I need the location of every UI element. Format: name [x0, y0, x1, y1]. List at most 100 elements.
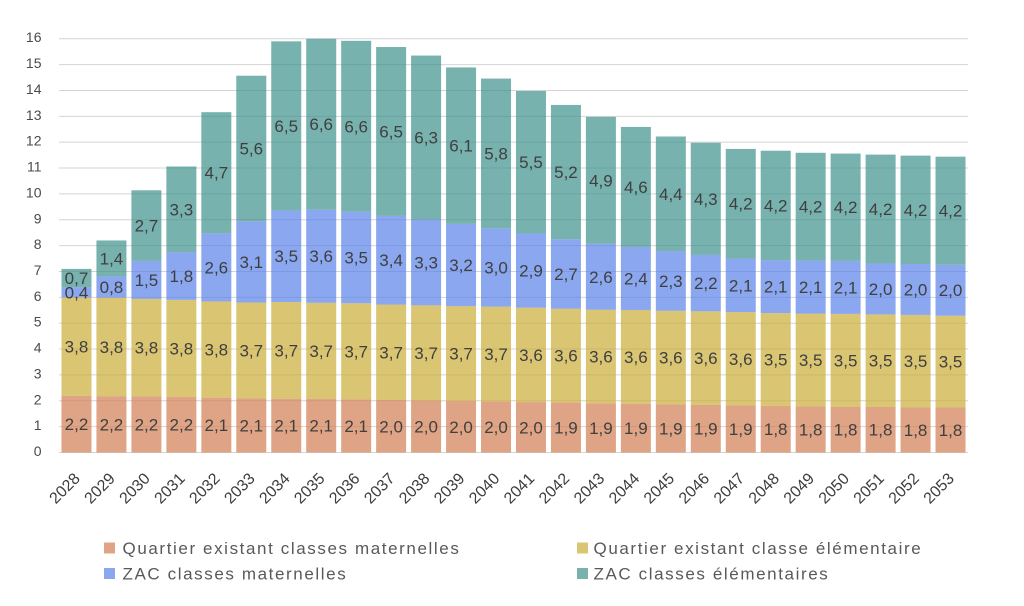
svg-text:4: 4: [34, 340, 42, 356]
svg-text:2,7: 2,7: [554, 265, 578, 284]
svg-text:3,6: 3,6: [589, 348, 613, 367]
svg-text:ZAC classes élémentaires: ZAC classes élémentaires: [594, 565, 830, 584]
svg-text:2,0: 2,0: [379, 417, 403, 436]
svg-text:3,2: 3,2: [449, 256, 473, 275]
svg-text:3,6: 3,6: [554, 347, 578, 366]
svg-text:3,5: 3,5: [344, 249, 368, 268]
svg-text:2,0: 2,0: [939, 281, 963, 300]
svg-text:5,2: 5,2: [554, 163, 578, 182]
svg-text:3,0: 3,0: [484, 258, 508, 277]
svg-text:3,6: 3,6: [519, 346, 543, 365]
svg-text:1,8: 1,8: [869, 421, 893, 440]
svg-text:2,2: 2,2: [100, 415, 124, 434]
svg-text:1,8: 1,8: [904, 421, 928, 440]
svg-text:1,8: 1,8: [170, 267, 194, 286]
svg-text:2,1: 2,1: [799, 278, 823, 297]
svg-text:2,7: 2,7: [135, 217, 159, 236]
svg-text:6,5: 6,5: [274, 117, 298, 136]
svg-text:0,7: 0,7: [65, 269, 89, 288]
svg-text:3,7: 3,7: [414, 344, 438, 363]
svg-text:3,8: 3,8: [135, 339, 159, 358]
svg-text:0,4: 0,4: [65, 283, 89, 302]
svg-text:3,8: 3,8: [170, 339, 194, 358]
svg-text:1,8: 1,8: [834, 421, 858, 440]
svg-text:3,8: 3,8: [65, 338, 89, 357]
svg-text:5: 5: [34, 314, 42, 330]
svg-text:4,9: 4,9: [589, 171, 613, 190]
svg-text:6: 6: [34, 288, 42, 304]
svg-text:16: 16: [26, 29, 42, 45]
svg-text:2,3: 2,3: [659, 272, 683, 291]
svg-text:5,6: 5,6: [239, 140, 263, 159]
svg-text:2,2: 2,2: [170, 416, 194, 435]
svg-text:1,9: 1,9: [659, 419, 683, 438]
svg-text:6,6: 6,6: [309, 115, 333, 134]
svg-text:4,2: 4,2: [834, 198, 858, 217]
svg-text:2,1: 2,1: [274, 417, 298, 436]
svg-text:6,3: 6,3: [414, 129, 438, 148]
svg-text:2,1: 2,1: [205, 416, 229, 435]
svg-text:2,0: 2,0: [519, 418, 543, 437]
svg-text:3,7: 3,7: [274, 341, 298, 360]
svg-text:2: 2: [34, 391, 42, 407]
svg-text:4,4: 4,4: [659, 185, 683, 204]
svg-text:2,1: 2,1: [344, 417, 368, 436]
svg-text:1,9: 1,9: [554, 419, 578, 438]
svg-text:3,7: 3,7: [239, 341, 263, 360]
svg-text:3,3: 3,3: [414, 253, 438, 272]
svg-text:6,5: 6,5: [379, 122, 403, 141]
svg-text:4,2: 4,2: [939, 202, 963, 221]
svg-text:0: 0: [34, 443, 42, 459]
svg-text:4,6: 4,6: [624, 178, 648, 197]
svg-text:3,6: 3,6: [659, 349, 683, 368]
svg-text:2,0: 2,0: [484, 418, 508, 437]
svg-text:4,3: 4,3: [694, 190, 718, 209]
svg-text:5,5: 5,5: [519, 153, 543, 172]
svg-text:15: 15: [26, 55, 42, 71]
svg-text:1,8: 1,8: [764, 420, 788, 439]
svg-text:3,1: 3,1: [239, 253, 263, 272]
svg-text:2,9: 2,9: [519, 262, 543, 281]
svg-text:4,2: 4,2: [799, 198, 823, 217]
svg-text:3,7: 3,7: [449, 345, 473, 364]
svg-text:1,5: 1,5: [135, 271, 159, 290]
svg-text:3,5: 3,5: [904, 352, 928, 371]
svg-text:0,8: 0,8: [100, 278, 124, 297]
svg-text:6,1: 6,1: [449, 137, 473, 156]
svg-text:1,8: 1,8: [939, 421, 963, 440]
svg-text:5,8: 5,8: [484, 144, 508, 163]
svg-text:2,6: 2,6: [205, 258, 229, 277]
svg-text:3,5: 3,5: [834, 351, 858, 370]
svg-text:ZAC classes maternelles: ZAC classes maternelles: [123, 565, 348, 584]
svg-text:2,1: 2,1: [764, 278, 788, 297]
svg-text:4,7: 4,7: [205, 164, 229, 183]
svg-text:8: 8: [34, 236, 42, 252]
svg-text:3,8: 3,8: [205, 341, 229, 360]
svg-text:7: 7: [34, 262, 42, 278]
svg-text:4,2: 4,2: [904, 201, 928, 220]
svg-text:3: 3: [34, 365, 42, 381]
svg-text:2,1: 2,1: [729, 276, 753, 295]
svg-text:2,2: 2,2: [135, 415, 159, 434]
svg-text:1,4: 1,4: [100, 249, 124, 268]
svg-text:2,1: 2,1: [309, 417, 333, 436]
svg-text:3,5: 3,5: [799, 351, 823, 370]
svg-text:1: 1: [34, 417, 42, 433]
svg-text:3,5: 3,5: [869, 352, 893, 371]
svg-text:4,2: 4,2: [729, 195, 753, 214]
svg-text:2,2: 2,2: [694, 274, 718, 293]
svg-text:3,6: 3,6: [624, 348, 648, 367]
svg-text:3,7: 3,7: [344, 342, 368, 361]
svg-text:3,7: 3,7: [484, 345, 508, 364]
svg-text:14: 14: [26, 81, 42, 97]
svg-text:Quartier existant classes mate: Quartier existant classes maternelles: [123, 539, 461, 558]
svg-text:3,6: 3,6: [694, 349, 718, 368]
svg-text:1,9: 1,9: [729, 420, 753, 439]
svg-text:12: 12: [26, 133, 42, 149]
svg-text:3,5: 3,5: [939, 353, 963, 372]
svg-text:1,9: 1,9: [624, 419, 648, 438]
svg-text:3,5: 3,5: [274, 247, 298, 266]
svg-text:6,6: 6,6: [344, 117, 368, 136]
svg-text:4,2: 4,2: [764, 196, 788, 215]
svg-text:2,1: 2,1: [834, 278, 858, 297]
